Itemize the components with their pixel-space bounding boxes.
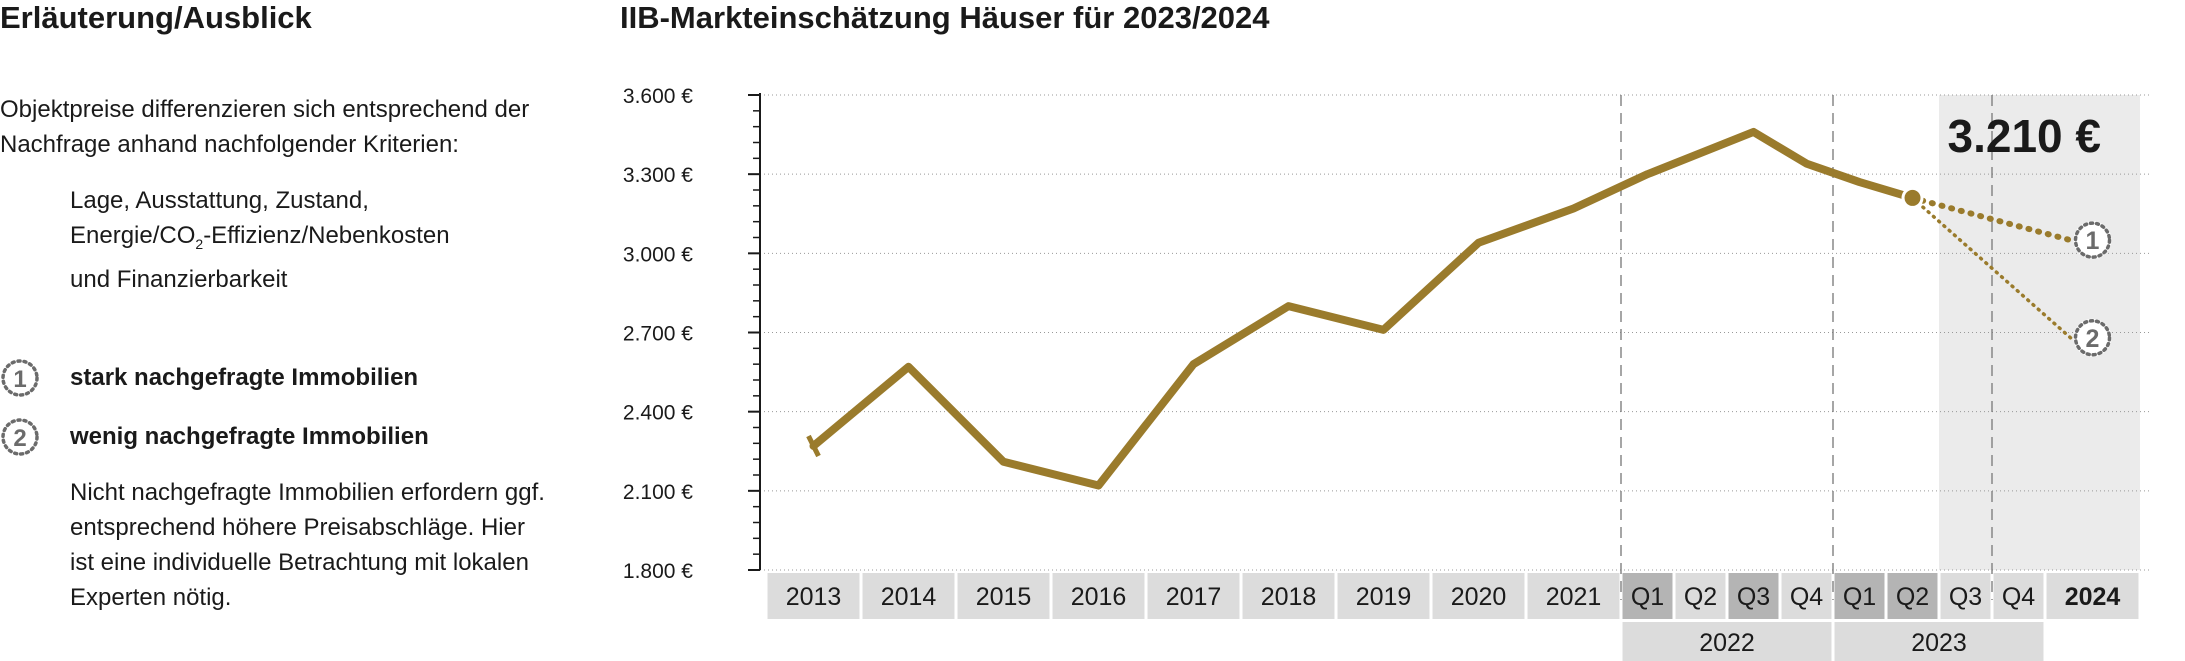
x-tick-label: 2018 bbox=[1261, 583, 1317, 611]
price-series-line bbox=[809, 127, 1917, 490]
x-category-cell bbox=[1887, 573, 1938, 619]
x-group-cell bbox=[1622, 622, 1832, 661]
x-category-cell bbox=[1781, 573, 1832, 619]
legend-item-1: 1 stark nachgefragte Immobilien bbox=[0, 358, 418, 398]
criteria-line-2: Energie/CO2-Effizienz/Nebenkosten bbox=[70, 218, 550, 262]
x-category-cell bbox=[2046, 573, 2139, 619]
forecast-badge-bg bbox=[2073, 221, 2112, 260]
current-value-label: 3.210 € bbox=[1948, 110, 2101, 162]
intro-text: Objektpreise differenzieren sich entspre… bbox=[0, 96, 530, 158]
x-category-cell bbox=[862, 573, 955, 619]
x-category-cell bbox=[1834, 573, 1885, 619]
criteria-line-2-sub: 2 bbox=[195, 235, 204, 252]
y-tick-label: 2.700 € bbox=[623, 323, 693, 346]
x-category-cell bbox=[1940, 573, 1991, 619]
x-category-cell bbox=[1052, 573, 1145, 619]
x-category-cell bbox=[1337, 573, 1430, 619]
badge-1-label: 1 bbox=[13, 366, 26, 393]
x-category-cell bbox=[767, 573, 860, 619]
y-tick-label: 2.400 € bbox=[623, 402, 693, 425]
x-tick-label: 2020 bbox=[1451, 583, 1507, 611]
criteria-list: Lage, Ausstattung, Zustand, Energie/CO2-… bbox=[70, 183, 550, 297]
legend-item-2: 2 wenig nachgefragte Immobilien bbox=[0, 417, 429, 457]
y-tick-label: 3.600 € bbox=[623, 85, 693, 108]
y-tick-label: 3.300 € bbox=[623, 164, 693, 187]
x-group-cell bbox=[1834, 622, 2044, 661]
x-tick-label: 2014 bbox=[881, 583, 937, 611]
x-tick-label: Q2 bbox=[1896, 583, 1929, 611]
legend-label-1: stark nachgefragte Immobilien bbox=[70, 364, 419, 391]
criteria-line-1: Lage, Ausstattung, Zustand, bbox=[70, 187, 369, 214]
forecast-badge-bg bbox=[2073, 318, 2112, 357]
current-value-dot bbox=[1904, 189, 1921, 206]
x-category-cell bbox=[1993, 573, 2044, 619]
x-group-label: 2023 bbox=[1911, 629, 1967, 657]
x-tick-label: Q1 bbox=[1843, 583, 1876, 611]
criteria-line-3: und Finanzierbarkeit bbox=[70, 265, 288, 293]
forecast-line-1 bbox=[1909, 194, 2074, 244]
criteria-line-2-a: Energie/CO bbox=[70, 222, 196, 249]
explanation-title: Erläuterung/Ausblick bbox=[0, 0, 312, 35]
legend-label-2: wenig nachgefragte Immobilien bbox=[70, 423, 429, 450]
criteria-line-2-b: -Effizienz/Nebenkosten bbox=[203, 222, 450, 249]
forecast-badge-label: 1 bbox=[2086, 227, 2100, 255]
x-tick-label: 2015 bbox=[976, 583, 1032, 611]
badge-2-label: 2 bbox=[13, 425, 26, 452]
note-text: Nicht nachgefragte Immobilien erfordern … bbox=[70, 479, 545, 611]
x-tick-label: Q4 bbox=[2002, 583, 2035, 611]
x-category-cell bbox=[957, 573, 1050, 619]
x-tick-label: 2017 bbox=[1166, 583, 1222, 611]
badge-1-icon: 1 bbox=[1, 359, 39, 397]
x-tick-label: 2021 bbox=[1546, 583, 1602, 611]
x-tick-label: Q3 bbox=[1737, 583, 1770, 611]
x-category-cell bbox=[1527, 573, 1620, 619]
x-category-cell bbox=[1242, 573, 1335, 619]
x-tick-label: Q2 bbox=[1684, 583, 1717, 611]
x-category-cell bbox=[1728, 573, 1779, 619]
y-tick-label: 2.100 € bbox=[623, 481, 693, 504]
chart-title: IIB-Markteinschätzung Häuser für 2023/20… bbox=[620, 0, 1270, 35]
x-category-cell bbox=[1147, 573, 1240, 619]
x-category-cell bbox=[1675, 573, 1726, 619]
forecast-line-2 bbox=[1910, 196, 2073, 340]
y-tick-label: 1.800 € bbox=[623, 560, 693, 583]
forecast-badge-1-icon bbox=[2073, 221, 2112, 259]
y-tick-label: 3.000 € bbox=[623, 243, 693, 266]
x-category-cell bbox=[1622, 573, 1673, 619]
x-tick-label: 2013 bbox=[786, 583, 842, 611]
x-category-cell bbox=[1432, 573, 1525, 619]
x-group-label: 2022 bbox=[1699, 629, 1755, 657]
x-tick-label: Q1 bbox=[1631, 583, 1664, 611]
x-tick-label: Q4 bbox=[1790, 583, 1823, 611]
x-tick-label: 2016 bbox=[1071, 583, 1127, 611]
x-tick-label: 2024 bbox=[2065, 583, 2121, 611]
forecast-badge-2-icon bbox=[2073, 319, 2112, 357]
badge-2-icon: 2 bbox=[1, 418, 39, 456]
forecast-badge-label: 2 bbox=[2086, 325, 2100, 353]
x-tick-label: 2019 bbox=[1356, 583, 1412, 611]
x-tick-label: Q3 bbox=[1949, 583, 1982, 611]
